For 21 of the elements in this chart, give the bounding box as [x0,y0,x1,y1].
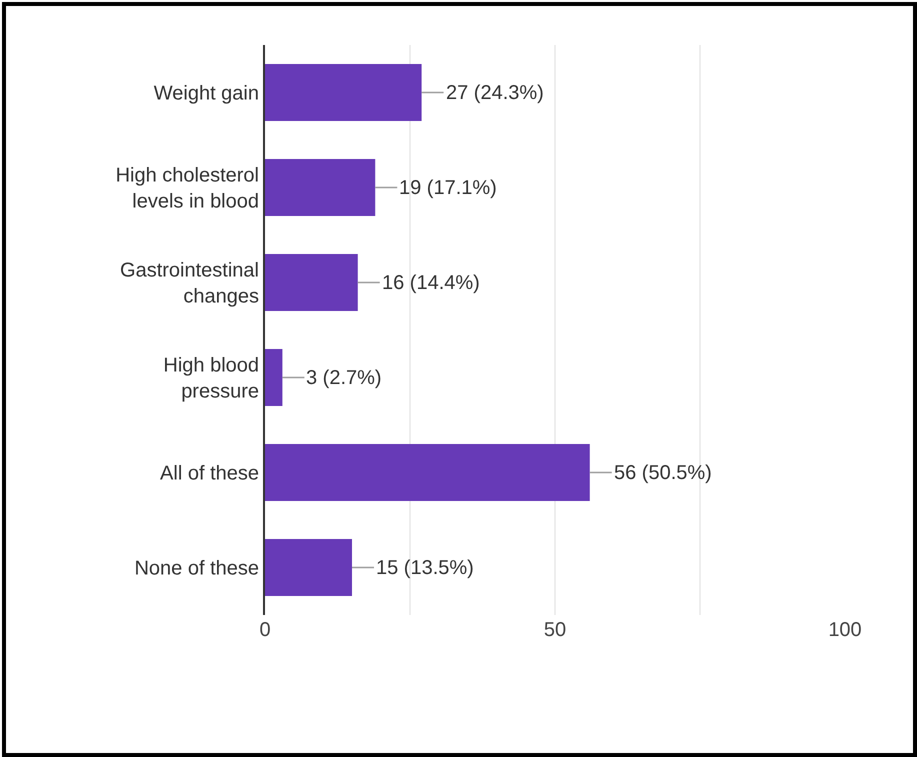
bar [265,64,422,121]
bar [265,349,282,406]
bar [265,539,352,596]
x-tick-label: 0 [259,619,271,641]
y-tick-label: High cholesterol levels in blood [116,164,259,212]
y-tick-label: None of these [134,558,259,580]
bar [265,159,376,216]
x-tick-label: 100 [828,619,862,641]
data-label: 3 (2.7%) [306,367,382,389]
data-label: 19 (17.1%) [399,177,497,199]
y-tick-label: High blood pressure [163,354,259,402]
x-tick-label: 50 [544,619,566,641]
bar [265,254,358,311]
y-tick-label: Gastrointestinal changes [120,260,259,308]
bar [265,444,590,501]
data-label: 15 (13.5%) [376,557,474,579]
data-label: 16 (14.4%) [382,272,480,294]
y-tick-label: Weight gain [154,82,259,104]
y-tick-label: All of these [160,462,259,484]
data-label: 56 (50.5%) [614,462,712,484]
data-label: 27 (24.3%) [446,82,544,104]
